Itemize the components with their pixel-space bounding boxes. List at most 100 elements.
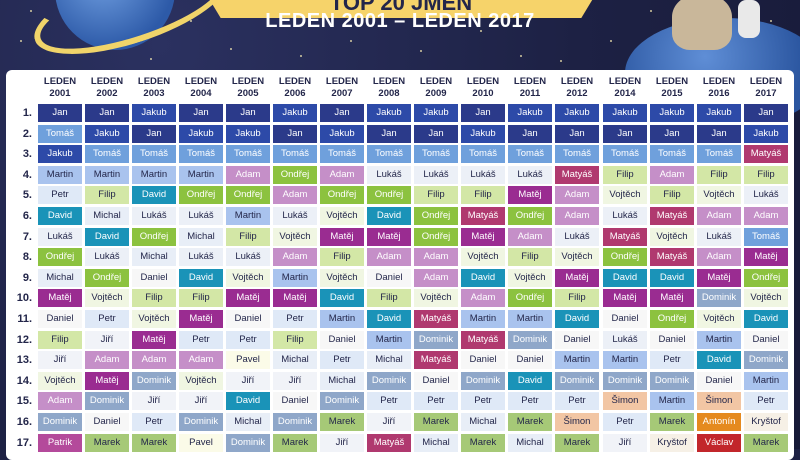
name-cell: Lukáš [132, 207, 176, 225]
name-cell: Dominik [414, 330, 458, 349]
year-header: LEDEN 2016 [702, 76, 736, 99]
name-cell: Martin [38, 165, 82, 184]
name-cell: Jakub [697, 104, 741, 122]
name-cell: Filip [461, 186, 505, 205]
name-cell: Marek [744, 433, 788, 452]
name-cell: Dominik [179, 413, 223, 431]
name-cell: Jakub [603, 104, 647, 122]
name-cell: Ondřej [320, 186, 364, 205]
name-cell: Vojtěch [132, 310, 176, 328]
name-cell: Jakub [132, 104, 176, 122]
name-cell: Tomáš [226, 145, 270, 164]
name-cell: Kryštof [744, 413, 788, 431]
name-cell: Filip [414, 186, 458, 205]
year-header: LEDEN 2010 [466, 76, 500, 99]
name-cell: Martin [555, 351, 599, 370]
name-cell: Jan [603, 124, 647, 143]
name-cell: Filip [603, 165, 647, 184]
name-cell: Adam [38, 392, 82, 411]
name-cell: Dominik [744, 351, 788, 370]
name-cell: Ondřej [38, 248, 82, 267]
name-cell: Matyáš [744, 145, 788, 164]
name-cell: Ondřej [414, 227, 458, 246]
name-cell: Dominik [650, 371, 694, 390]
name-cell: Petr [508, 392, 552, 411]
year-header: LEDEN 2008 [372, 76, 406, 99]
name-cell: Martin [603, 351, 647, 370]
name-cell: Adam [273, 186, 317, 205]
name-cell: Petr [132, 413, 176, 431]
star [350, 40, 352, 42]
name-cell: Dominik [273, 413, 317, 431]
name-cell: Vojtěch [461, 248, 505, 267]
name-cell: Michal [85, 207, 129, 225]
name-cell: Jiří [603, 433, 647, 452]
name-cell: Filip [38, 330, 82, 349]
name-cell: Tomáš [38, 124, 82, 143]
name-cell: Jakub [555, 104, 599, 122]
name-cell: Filip [320, 248, 364, 267]
name-cell: Jan [555, 124, 599, 143]
name-cell: Jakub [744, 124, 788, 143]
name-cell: Tomáš [555, 145, 599, 164]
name-cell: Jan [650, 124, 694, 143]
name-cell: Tomáš [508, 145, 552, 164]
name-cell: Vojtěch [697, 186, 741, 205]
rank-number: 4. [22, 168, 32, 181]
name-cell: Filip [179, 289, 223, 308]
name-cell: Vojtěch [744, 289, 788, 308]
name-cell: Martin [320, 310, 364, 328]
name-cell: Petr [273, 310, 317, 328]
name-cell: Martin [179, 165, 223, 184]
star [420, 50, 422, 52]
name-cell: Vojtěch [697, 310, 741, 328]
name-cell: David [697, 351, 741, 370]
star [770, 20, 772, 22]
year-header: LEDEN 2003 [137, 76, 171, 99]
name-cell: David [85, 227, 129, 246]
name-cell: Pavel [179, 433, 223, 452]
name-cell: Dominik [132, 371, 176, 390]
rank-number: 9. [22, 271, 32, 284]
name-cell: Daniel [367, 268, 411, 287]
year-header: LEDEN 2011 [513, 76, 547, 99]
name-cell: Dominik [226, 433, 270, 452]
rank-number: 2. [22, 127, 32, 140]
name-cell: Jakub [367, 104, 411, 122]
name-cell: Lukáš [697, 227, 741, 246]
name-cell: Daniel [461, 351, 505, 370]
name-cell: Lukáš [461, 165, 505, 184]
name-cell: Šimon [555, 413, 599, 431]
name-cell: Jiří [85, 330, 129, 349]
name-cell: Matěj [226, 289, 270, 308]
name-cell: Jiří [226, 371, 270, 390]
name-cell: Matěj [508, 186, 552, 205]
name-cell: Tomáš [461, 145, 505, 164]
name-cell: Šimon [697, 392, 741, 411]
name-cell: Vojtěch [179, 371, 223, 390]
name-cell: Matyáš [414, 351, 458, 370]
name-cell: Lukáš [414, 165, 458, 184]
name-cell: Matěj [603, 289, 647, 308]
name-cell: Lukáš [508, 165, 552, 184]
name-cell: Filip [650, 186, 694, 205]
name-cell: Adam [179, 351, 223, 370]
name-cell: Lukáš [179, 248, 223, 267]
rank-number: 6. [22, 210, 32, 222]
rank-number: 3. [22, 148, 32, 161]
name-cell: David [226, 392, 270, 411]
name-cell: Tomáš [320, 145, 364, 164]
name-cell: Michal [508, 433, 552, 452]
name-cell: Martin [697, 330, 741, 349]
name-cell: Jakub [85, 124, 129, 143]
name-cell: Matyáš [603, 227, 647, 246]
name-cell: David [603, 268, 647, 287]
name-cell: Marek [132, 433, 176, 452]
year-header: LEDEN 2017 [749, 76, 783, 99]
star [30, 10, 32, 12]
name-cell: Daniel [132, 268, 176, 287]
name-cell: David [320, 289, 364, 308]
name-cell: Matěj [179, 310, 223, 328]
year-header: LEDEN 2009 [419, 76, 453, 99]
star [650, 10, 652, 12]
